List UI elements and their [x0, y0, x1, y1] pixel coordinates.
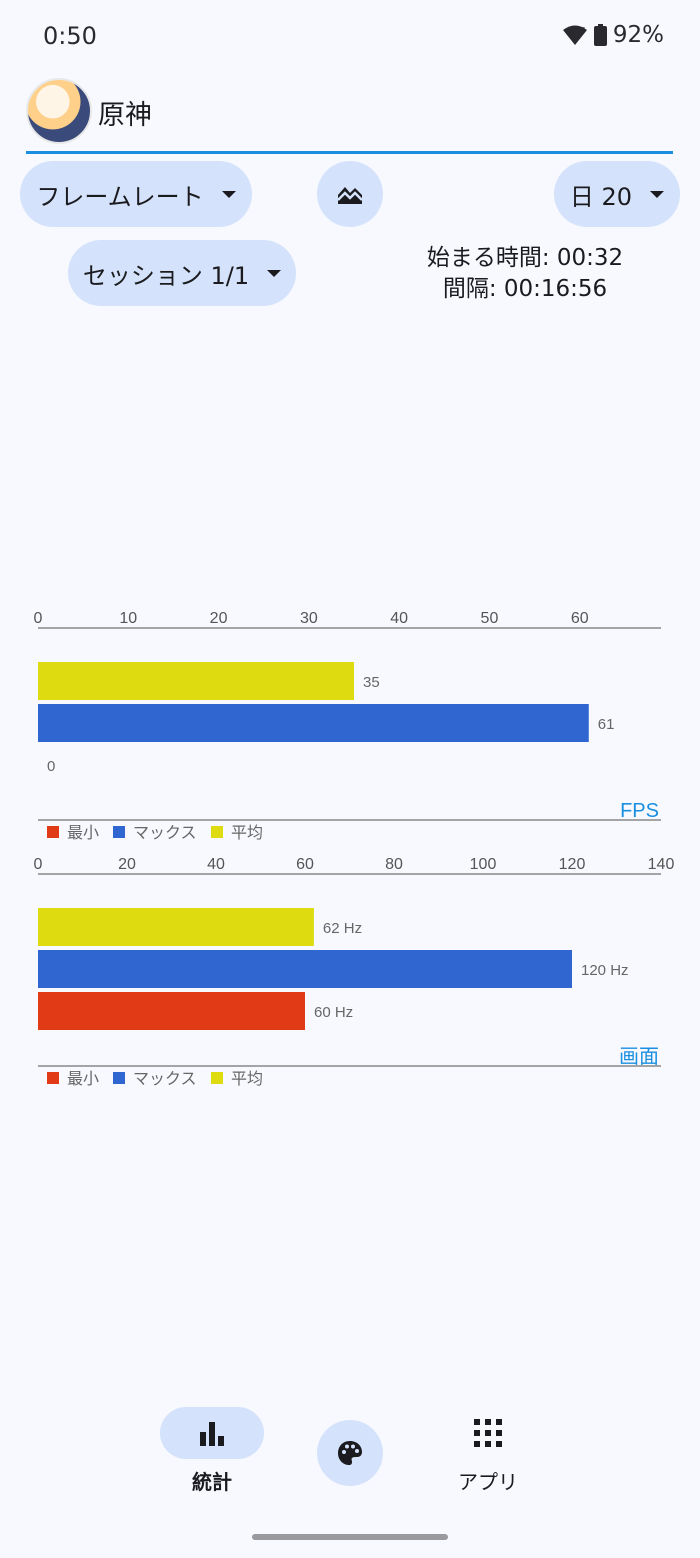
graph-toggle-button[interactable]: [317, 161, 383, 227]
metric-dropdown[interactable]: フレームレート: [20, 161, 252, 227]
app-avatar: [26, 78, 92, 144]
legend-label-max: マックス: [133, 824, 197, 842]
x-tick-label: 20: [118, 856, 136, 873]
nav-stats-button[interactable]: [160, 1407, 264, 1459]
nav-stats-label[interactable]: 統計: [192, 1470, 232, 1494]
bar-value-label: 61: [598, 716, 615, 733]
app-title: 原神: [98, 100, 152, 131]
legend-swatch-min: [47, 826, 59, 838]
x-tick-label: 30: [300, 610, 318, 627]
legend-label-min: 最小: [67, 1070, 99, 1088]
session-dropdown[interactable]: セッション 1/1: [68, 240, 296, 306]
session-duration: 間隔: 00:16:56: [442, 276, 608, 302]
bar-value-label: 120 Hz: [581, 962, 629, 979]
x-tick-label: 100: [470, 856, 497, 873]
x-tick-label: 40: [390, 610, 408, 627]
legend-swatch-max: [113, 1072, 125, 1084]
nav-apps-button[interactable]: [436, 1407, 540, 1459]
bar-value-label: 62 Hz: [323, 920, 362, 937]
metric-dropdown-label: フレームレート: [36, 182, 204, 211]
bar-max: [38, 704, 589, 742]
mountain-chart-icon: [337, 187, 363, 204]
svg-text:6: 6: [581, 26, 586, 35]
bar-max: [38, 950, 572, 988]
legend-label-avg: 平均: [231, 824, 263, 842]
day-dropdown-label: 日 20: [569, 182, 633, 211]
fps-chart: 0 10 20 30 40 50 60 35 61 0 FPS 最小 マックス 平均: [34, 610, 661, 842]
x-tick-label: 60: [296, 856, 314, 873]
palette-icon: [338, 1441, 362, 1465]
legend-swatch-avg: [211, 1072, 223, 1084]
bar-chart-icon: [200, 1422, 224, 1446]
home-indicator[interactable]: [252, 1534, 448, 1540]
chevron-down-icon: [267, 269, 282, 277]
x-tick-label: 60: [571, 610, 589, 627]
legend-swatch-max: [113, 826, 125, 838]
bar-value-label: 60 Hz: [314, 1004, 353, 1021]
wifi-icon: 6: [562, 25, 587, 45]
x-tick-label: 20: [210, 610, 228, 627]
chevron-down-icon: [650, 190, 665, 198]
battery-percent: 92%: [612, 22, 664, 48]
chart-unit-label: 画面: [619, 1046, 659, 1068]
x-tick-label: 40: [207, 856, 225, 873]
x-tick-label: 80: [385, 856, 403, 873]
session-dropdown-label: セッション 1/1: [82, 261, 250, 290]
day-dropdown[interactable]: 日 20: [554, 161, 680, 227]
x-tick-label: 140: [648, 856, 675, 873]
bar-avg: [38, 662, 355, 700]
bar-avg: [38, 908, 314, 946]
x-tick-label: 120: [559, 856, 586, 873]
status-time: 0:50: [43, 22, 97, 50]
session-start-time: 始まる時間: 00:32: [426, 245, 624, 271]
x-tick-label: 50: [481, 610, 499, 627]
battery-icon: [593, 24, 607, 46]
x-tick-label: 0: [34, 856, 43, 873]
chart-unit-label: FPS: [620, 800, 659, 822]
theme-button[interactable]: [317, 1420, 383, 1486]
bar-min: [38, 992, 305, 1030]
bar-value-label: 0: [47, 758, 55, 775]
legend-label-min: 最小: [67, 824, 99, 842]
grid-icon: [474, 1419, 502, 1447]
header-divider: [26, 151, 673, 154]
x-tick-label: 10: [119, 610, 137, 627]
chevron-down-icon: [221, 190, 236, 198]
x-tick-label: 0: [34, 610, 43, 627]
legend-label-avg: 平均: [231, 1070, 263, 1088]
session-info: 始まる時間: 00:32 間隔: 00:16:56: [400, 243, 650, 305]
legend-label-max: マックス: [133, 1070, 197, 1088]
legend-swatch-avg: [211, 826, 223, 838]
status-icons: 6 92%: [562, 22, 664, 48]
nav-apps-label[interactable]: アプリ: [458, 1470, 518, 1494]
legend-swatch-min: [47, 1072, 59, 1084]
bar-value-label: 35: [363, 674, 380, 691]
